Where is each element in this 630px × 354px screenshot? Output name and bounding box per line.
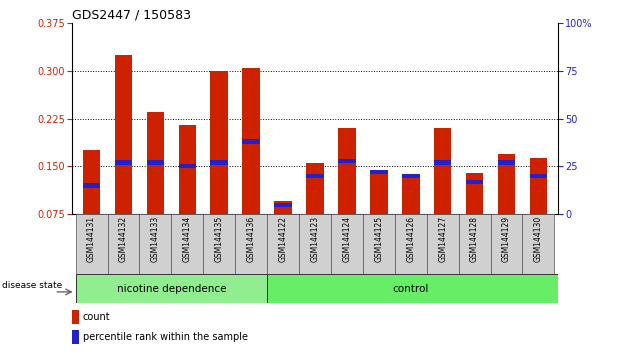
Bar (459, 214, 491, 274)
Bar (274, 201, 292, 214)
Bar (72, 330, 79, 343)
Bar (243, 68, 260, 214)
Text: GSM144131: GSM144131 (87, 216, 96, 262)
Bar (267, 274, 558, 303)
Bar (108, 214, 139, 274)
Bar (115, 55, 132, 214)
Bar (466, 179, 483, 184)
Text: GSM144126: GSM144126 (406, 216, 415, 262)
Bar (370, 174, 387, 214)
Text: GSM144127: GSM144127 (438, 216, 447, 262)
Text: GDS2447 / 150583: GDS2447 / 150583 (72, 9, 192, 22)
Bar (498, 160, 515, 165)
Text: GSM144128: GSM144128 (470, 216, 479, 262)
Text: GSM144130: GSM144130 (534, 216, 543, 262)
Text: control: control (392, 284, 429, 293)
Bar (203, 214, 235, 274)
Bar (83, 150, 100, 214)
Bar (331, 214, 363, 274)
Bar (139, 214, 171, 274)
Bar (306, 163, 324, 214)
Bar (235, 214, 267, 274)
Bar (76, 274, 267, 303)
Bar (395, 214, 427, 274)
Bar (402, 174, 420, 214)
Bar (115, 160, 132, 165)
Bar (83, 183, 100, 188)
Text: GSM144132: GSM144132 (119, 216, 128, 262)
Text: count: count (83, 312, 110, 322)
Bar (178, 164, 196, 169)
Bar (466, 173, 483, 214)
Bar (267, 214, 299, 274)
Bar (147, 160, 164, 165)
Bar (338, 128, 356, 214)
Bar (530, 174, 547, 178)
Text: GSM144124: GSM144124 (343, 216, 352, 262)
Text: disease state: disease state (3, 281, 62, 290)
Bar (498, 154, 515, 214)
Bar (299, 214, 331, 274)
Text: GSM144125: GSM144125 (374, 216, 383, 262)
Text: GSM144133: GSM144133 (151, 216, 160, 262)
Bar (370, 170, 387, 174)
Text: GSM144122: GSM144122 (278, 216, 287, 262)
Bar (491, 214, 522, 274)
Bar (171, 214, 203, 274)
Bar (434, 160, 452, 165)
Bar (402, 174, 420, 178)
Bar (243, 139, 260, 144)
Bar (530, 158, 547, 214)
Text: nicotine dependence: nicotine dependence (117, 284, 226, 293)
Bar (274, 202, 292, 207)
Text: GSM144136: GSM144136 (247, 216, 256, 262)
Bar (210, 160, 228, 165)
Text: GSM144135: GSM144135 (215, 216, 224, 262)
Text: GSM144123: GSM144123 (311, 216, 319, 262)
Bar (338, 159, 356, 163)
Bar (427, 214, 459, 274)
Bar (522, 214, 554, 274)
Text: GSM144134: GSM144134 (183, 216, 192, 262)
Bar (147, 112, 164, 214)
Bar (76, 214, 108, 274)
Text: percentile rank within the sample: percentile rank within the sample (83, 332, 248, 342)
Text: GSM144129: GSM144129 (502, 216, 511, 262)
Bar (178, 125, 196, 214)
Bar (363, 214, 395, 274)
Bar (210, 71, 228, 214)
Bar (306, 174, 324, 178)
Bar (434, 128, 452, 214)
Bar (72, 310, 79, 324)
